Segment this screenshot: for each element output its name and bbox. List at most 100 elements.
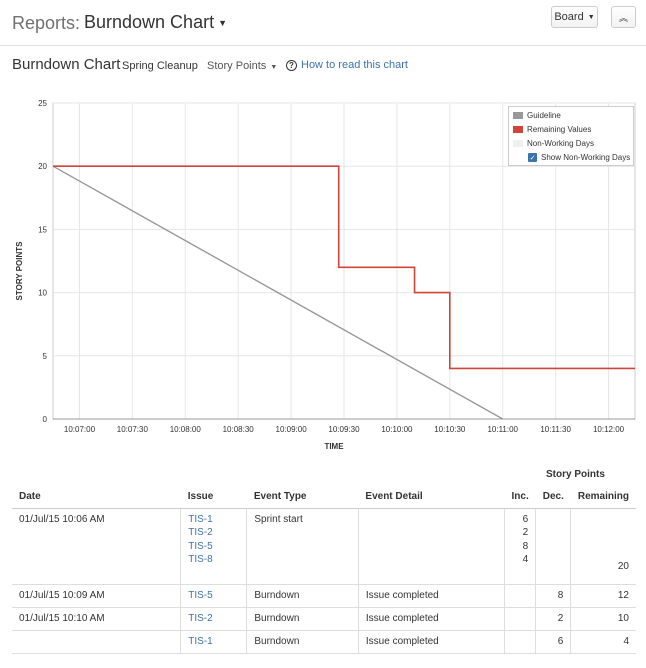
- x-tick-label: 10:09:00: [276, 425, 308, 434]
- row-remaining: 4: [570, 629, 636, 654]
- estimation-label: Story Points: [207, 60, 267, 72]
- row-issues: TIS-1: [180, 629, 247, 654]
- issue-link[interactable]: TIS-5: [188, 540, 213, 552]
- non-working-swatch: [513, 140, 523, 147]
- col-event-type: Event Type: [246, 486, 359, 509]
- board-button[interactable]: Board ▼: [551, 6, 598, 28]
- col-dec: Dec.: [535, 486, 571, 509]
- x-tick-label: 10:10:30: [434, 425, 466, 434]
- y-tick-label: 20: [38, 162, 47, 171]
- help-link-label: How to read this chart: [301, 59, 408, 71]
- chart-legend: Guideline Remaining Values Non-Working D…: [508, 106, 634, 166]
- row-remaining: 12: [570, 584, 636, 608]
- legend-non-working-label: Non-Working Days: [527, 139, 594, 148]
- col-remaining: Remaining: [570, 486, 636, 509]
- table-header-row: Date Issue Event Type Event Detail Inc. …: [12, 486, 636, 509]
- row-date: 01/Jul/15 10:09 AM: [12, 584, 181, 608]
- row-event-type: Burndown: [246, 584, 359, 608]
- help-link[interactable]: ? How to read this chart: [286, 59, 408, 71]
- issue-link[interactable]: TIS-1: [188, 635, 213, 647]
- row-dec: [535, 508, 571, 585]
- x-tick-label: 10:12:00: [593, 425, 625, 434]
- col-date: Date: [12, 486, 181, 509]
- x-tick-label: 10:10:00: [381, 425, 413, 434]
- row-event-detail: [357, 508, 505, 585]
- issue-link[interactable]: TIS-5: [188, 589, 213, 601]
- reports-label: Reports:: [12, 13, 81, 33]
- y-tick-label: 15: [38, 225, 47, 234]
- collapse-button[interactable]: ︽: [611, 6, 636, 28]
- report-header: Reports: Burndown Chart ▼ Board ▼ ︽: [0, 0, 646, 46]
- x-tick-label: 10:08:00: [170, 425, 202, 434]
- estimation-dropdown[interactable]: Story Points ▼: [207, 60, 277, 72]
- table-row: 01/Jul/15 10:09 AM TIS-5 Burndown Issue …: [12, 584, 636, 608]
- row-date: 01/Jul/15 10:10 AM: [12, 607, 181, 631]
- caret-down-icon: ▼: [587, 13, 595, 21]
- chart-toolbar: Burndown Chart Spring Cleanup Story Poin…: [0, 56, 646, 76]
- report-type-dropdown[interactable]: Burndown Chart ▼: [84, 12, 227, 33]
- legend-non-working: Non-Working Days: [513, 139, 594, 148]
- show-non-working-checkbox[interactable]: ✓ Show Non-Working Days: [528, 153, 630, 162]
- row-dec: 8: [535, 584, 571, 608]
- row-issues: TIS-1 TIS-2 TIS-5 TIS-8: [180, 508, 247, 585]
- row-date: [12, 629, 181, 654]
- row-event-detail: Issue completed: [357, 607, 505, 631]
- remaining-values-line: [53, 165, 635, 370]
- issue-link[interactable]: TIS-2: [188, 612, 213, 624]
- x-tick-label: 10:08:30: [223, 425, 255, 434]
- inc-value: 4: [522, 554, 529, 565]
- x-tick-label: 10:07:30: [117, 425, 149, 434]
- issue-link[interactable]: TIS-1: [188, 513, 213, 525]
- question-icon: ?: [286, 59, 297, 71]
- story-points-group-header: Story Points: [546, 469, 605, 480]
- row-dec: 6: [535, 629, 571, 654]
- row-issues: TIS-2: [180, 607, 247, 631]
- y-tick-label: 5: [43, 352, 48, 361]
- table-row: 01/Jul/15 10:06 AM TIS-1 TIS-2 TIS-5 TIS…: [12, 508, 636, 585]
- caret-down-icon: ▼: [270, 64, 278, 71]
- row-inc: 6 2 8 4: [503, 508, 536, 585]
- col-inc: Inc.: [504, 486, 536, 509]
- row-remaining-cell: 20: [570, 508, 636, 585]
- issue-link[interactable]: TIS-8: [188, 554, 213, 565]
- legend-guideline: Guideline: [513, 111, 561, 120]
- table-row: 01/Jul/15 10:10 AM TIS-2 Burndown Issue …: [12, 607, 636, 631]
- col-event-detail: Event Detail: [358, 486, 505, 509]
- sprint-name: Spring Cleanup: [122, 60, 198, 72]
- row-inc: [503, 629, 536, 654]
- row-event-detail: Issue completed: [357, 629, 505, 654]
- row-event-type: Sprint start: [246, 508, 359, 585]
- table-row: TIS-1 Burndown Issue completed 6 4: [12, 629, 636, 654]
- y-axis-title: STORY POINTS: [15, 241, 24, 301]
- row-remaining: 10: [570, 607, 636, 631]
- y-tick-label: 10: [38, 289, 47, 298]
- x-tick-label: 10:11:30: [540, 425, 571, 434]
- burndown-table: Date Issue Event Type Event Detail Inc. …: [12, 486, 636, 654]
- row-event-detail: Issue completed: [357, 584, 505, 608]
- x-tick-label: 10:09:30: [328, 425, 360, 434]
- issue-link[interactable]: TIS-2: [188, 527, 213, 538]
- row-issues: TIS-5: [180, 584, 247, 608]
- y-tick-label: 25: [38, 99, 47, 108]
- row-event-type: Burndown: [246, 607, 359, 631]
- x-tick-label: 10:11:00: [487, 425, 518, 434]
- row-date: 01/Jul/15 10:06 AM: [12, 508, 181, 585]
- chart-heading: Burndown Chart: [12, 56, 121, 73]
- legend-remaining: Remaining Values: [513, 125, 591, 134]
- row-dec: 2: [535, 607, 571, 631]
- row-event-type: Burndown: [246, 629, 359, 654]
- guideline-swatch: [513, 112, 523, 119]
- show-non-working-label: Show Non-Working Days: [541, 153, 631, 162]
- row-inc: [503, 584, 536, 608]
- y-tick-label: 0: [43, 415, 48, 424]
- report-title: Burndown Chart: [84, 12, 215, 32]
- checkmark-icon: ✓: [528, 153, 537, 162]
- double-chevron-up-icon: ︽: [618, 12, 628, 23]
- guideline-line: [52, 165, 504, 420]
- x-tick-label: 10:07:00: [64, 425, 96, 434]
- caret-down-icon: ▼: [218, 18, 227, 29]
- inc-value: 8: [522, 540, 529, 552]
- x-axis-title: TIME: [324, 442, 344, 451]
- legend-guideline-label: Guideline: [527, 111, 561, 120]
- row-remaining: 20: [617, 560, 629, 572]
